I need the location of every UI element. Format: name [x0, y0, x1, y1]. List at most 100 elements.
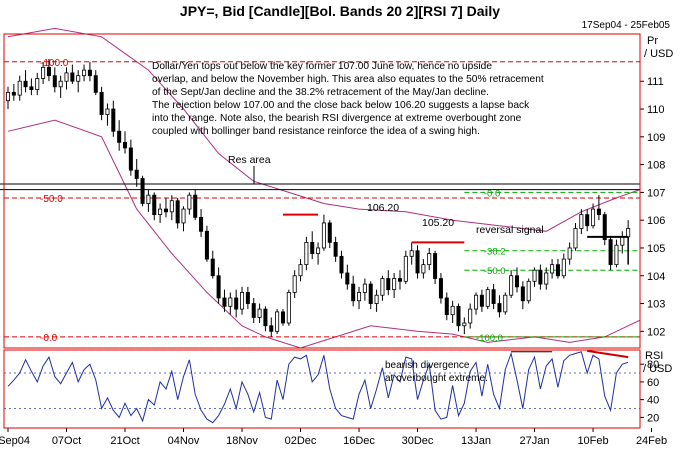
candle-body	[298, 264, 303, 277]
candle-body	[485, 289, 490, 307]
candle-body	[175, 200, 180, 224]
candle-body	[321, 222, 326, 249]
rsi-line	[7, 351, 629, 424]
candle-body	[380, 278, 385, 296]
candle-body	[608, 239, 613, 266]
candle-body	[620, 236, 625, 246]
candle-body	[251, 303, 256, 318]
candle-body	[234, 297, 239, 310]
candle-body	[304, 242, 309, 266]
candle-body	[286, 292, 291, 324]
x-tick-label: 27Jan	[520, 435, 550, 447]
candle-body	[5, 91, 11, 102]
candle-body	[602, 214, 607, 241]
fib-left-label: -50.0	[40, 194, 63, 205]
candle-body	[29, 86, 34, 90]
candle-body	[509, 275, 514, 296]
price-tick-label: 102	[647, 326, 665, 338]
fib-right-label: -50.0	[484, 266, 506, 277]
candle-body	[497, 303, 502, 313]
candle-body	[345, 272, 350, 285]
candle-body	[585, 214, 590, 227]
candle-body	[263, 308, 268, 327]
x-tick-label: 24Feb	[636, 435, 667, 447]
candle-body	[362, 283, 367, 293]
candle-body	[450, 305, 455, 316]
candle-body	[163, 208, 168, 213]
candle-body	[105, 108, 110, 115]
x-tick-label: 18Nov	[226, 435, 258, 447]
candle-body	[269, 325, 274, 332]
level-label-105-20: 105.20	[422, 217, 454, 229]
candle-body	[596, 208, 601, 216]
candle-body	[193, 194, 198, 218]
candle-body	[555, 264, 560, 277]
candle-body	[514, 275, 519, 288]
candle-body	[76, 75, 81, 82]
price-levels	[282, 213, 629, 265]
candle-body	[181, 208, 186, 224]
candle-body	[462, 322, 467, 327]
candle-body	[567, 247, 572, 260]
rsi-panel	[4, 349, 640, 424]
fib-right-label: -100.0	[476, 333, 503, 344]
candle-body	[111, 108, 116, 132]
fib-left-label: -0.0	[40, 333, 58, 344]
candle-body	[427, 253, 432, 266]
candle-body	[316, 247, 321, 254]
fib-right-label: -0.0	[484, 188, 500, 199]
fib-left-label: -100.0	[40, 58, 69, 69]
x-tick-label: 07Oct	[52, 435, 81, 447]
date-range: 17Sep04 - 25Feb05	[582, 20, 671, 31]
annotation-line: coupled with bollinger band resistance r…	[152, 126, 480, 137]
price-tick-label: 105	[647, 243, 665, 255]
candle-body	[240, 292, 245, 310]
rsi-axis-label-line1: RSI	[645, 350, 663, 362]
rsi-tick-label: 20	[647, 412, 659, 424]
candle-body	[544, 272, 549, 285]
candle-body	[339, 255, 344, 274]
candle-body	[333, 242, 338, 257]
candle-body	[438, 278, 443, 299]
divergence-label-line1: bearish divergence	[385, 360, 470, 371]
candle-body	[187, 194, 192, 210]
plot-frame	[3, 33, 641, 429]
candle-body	[386, 278, 391, 291]
candle-body	[357, 292, 362, 302]
x-tick-label: 21Oct	[110, 435, 139, 447]
candle-body	[152, 194, 157, 216]
candle-body	[479, 294, 484, 307]
candle-body	[117, 130, 122, 143]
candle-body	[146, 194, 151, 204]
candle-body	[210, 258, 215, 277]
candle-body	[23, 80, 28, 88]
candle-body	[245, 292, 250, 304]
candle-body	[275, 311, 280, 332]
candle-body	[158, 208, 163, 216]
candle-body	[87, 69, 92, 77]
candle-body	[140, 178, 145, 204]
candle-body	[550, 264, 555, 274]
candle-body	[415, 250, 420, 274]
reversal-signal-label: reversal signal	[476, 224, 544, 236]
candle-body	[216, 275, 221, 299]
price-tick-label: 104	[647, 271, 665, 283]
bollinger-upper-band	[7, 27, 641, 232]
level-label-106-20: 106.20	[367, 202, 399, 214]
candle-body	[573, 228, 578, 249]
axes: 111 110 109 108 107 106 105 104 103 102 80 60 40 20 23…	[0, 76, 667, 447]
price-tick-label: 106	[647, 215, 665, 227]
candle-body	[491, 289, 496, 304]
x-tick-label: 16Dec	[343, 435, 375, 447]
price-tick-label: 107	[647, 187, 665, 199]
candle-body	[46, 66, 51, 77]
candle-body	[199, 216, 204, 232]
candle-body	[123, 141, 128, 149]
candle-body	[11, 91, 16, 96]
candles	[5, 59, 631, 337]
rsi-tick-label: 80	[647, 359, 659, 371]
candle-body	[561, 258, 566, 277]
annotation-line: Dollar/Yen tops out below the key former…	[152, 61, 492, 72]
candle-body	[526, 280, 531, 302]
annotation-line: overlap, and below the November high. Th…	[152, 74, 544, 85]
